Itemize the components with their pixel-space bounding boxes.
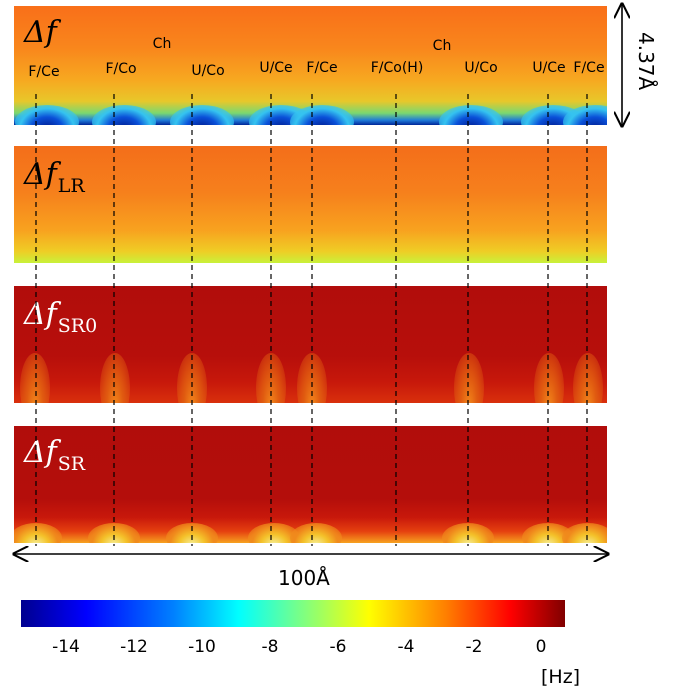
panel-delta-f-sr: ΔfSR: [14, 426, 607, 543]
blob: [454, 353, 484, 403]
site-label: F/Ce: [28, 64, 60, 80]
site-label: U/Co: [191, 63, 225, 79]
panel-delta-f-lr: ΔfLR: [14, 146, 607, 263]
blob: [166, 523, 218, 543]
blob: [563, 105, 607, 125]
blob: [88, 523, 140, 543]
blob: [256, 353, 286, 403]
colorbar-tick: -6: [329, 637, 347, 657]
blob: [534, 353, 564, 403]
blob: [290, 523, 342, 543]
colorbar-tick: -8: [261, 637, 279, 657]
panel-title: Δf: [24, 15, 57, 50]
site-label: F/Ce: [306, 60, 338, 76]
blob: [15, 105, 79, 125]
site-label: U/Ce: [259, 60, 293, 76]
site-label: F/Co: [105, 61, 137, 77]
blob: [100, 353, 130, 403]
site-label: F/Co(H): [370, 60, 424, 76]
panel-title: ΔfSR0: [24, 297, 98, 337]
blob: [14, 523, 62, 543]
panel-title: ΔfLR: [24, 157, 85, 197]
blob: [562, 523, 607, 543]
blob: [573, 353, 603, 403]
blob: [297, 353, 327, 403]
blob: [177, 353, 207, 403]
panel-title: ΔfSR: [24, 435, 86, 475]
colorbar-tick: -2: [465, 637, 483, 657]
width-scale-label: 100Å: [278, 566, 330, 590]
site-label: F/Ce: [573, 60, 605, 76]
chain-label: Ch: [432, 38, 452, 54]
colorbar-tick: -14: [52, 637, 80, 657]
blob: [92, 105, 156, 125]
chain-label: Ch: [152, 36, 172, 52]
colorbar-tick: 0: [535, 637, 547, 657]
blob: [20, 353, 50, 403]
panel-delta-f: Δf: [14, 6, 607, 125]
height-scale-label: 4.37Å: [634, 32, 658, 91]
panel-delta-f-sr0: ΔfSR0: [14, 286, 607, 403]
blob: [439, 105, 503, 125]
colorbar-tick: -12: [120, 637, 148, 657]
blob: [248, 523, 300, 543]
blob: [442, 523, 494, 543]
colorbar-unit: [Hz]: [541, 666, 581, 688]
blob: [290, 105, 354, 125]
colorbar-tick: -4: [397, 637, 415, 657]
site-label: U/Ce: [532, 60, 566, 76]
site-label: U/Co: [464, 60, 498, 76]
colorbar-tick: -10: [188, 637, 216, 657]
blob: [170, 105, 234, 125]
colorbar: [21, 600, 565, 627]
